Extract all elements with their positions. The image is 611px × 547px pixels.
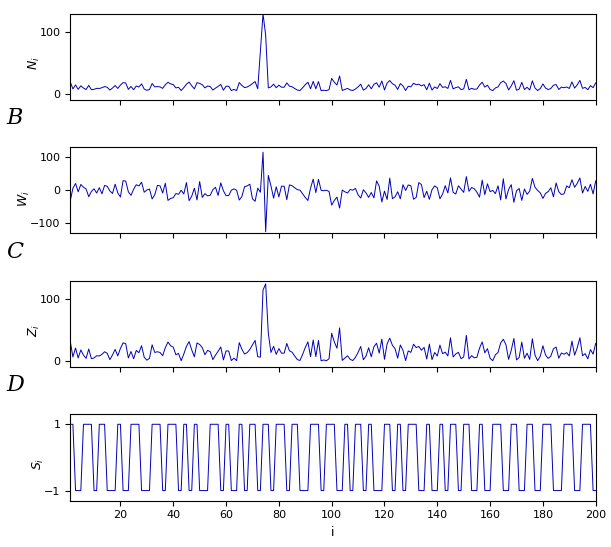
Y-axis label: $W_i$: $W_i$ [17, 190, 32, 207]
Y-axis label: $Z_i$: $Z_i$ [26, 324, 42, 337]
Text: B: B [6, 107, 23, 129]
Y-axis label: $S_i$: $S_i$ [31, 457, 46, 470]
Text: D: D [6, 374, 24, 396]
Y-axis label: $N_i$: $N_i$ [26, 57, 42, 71]
X-axis label: i: i [331, 526, 335, 539]
Text: C: C [6, 241, 23, 263]
